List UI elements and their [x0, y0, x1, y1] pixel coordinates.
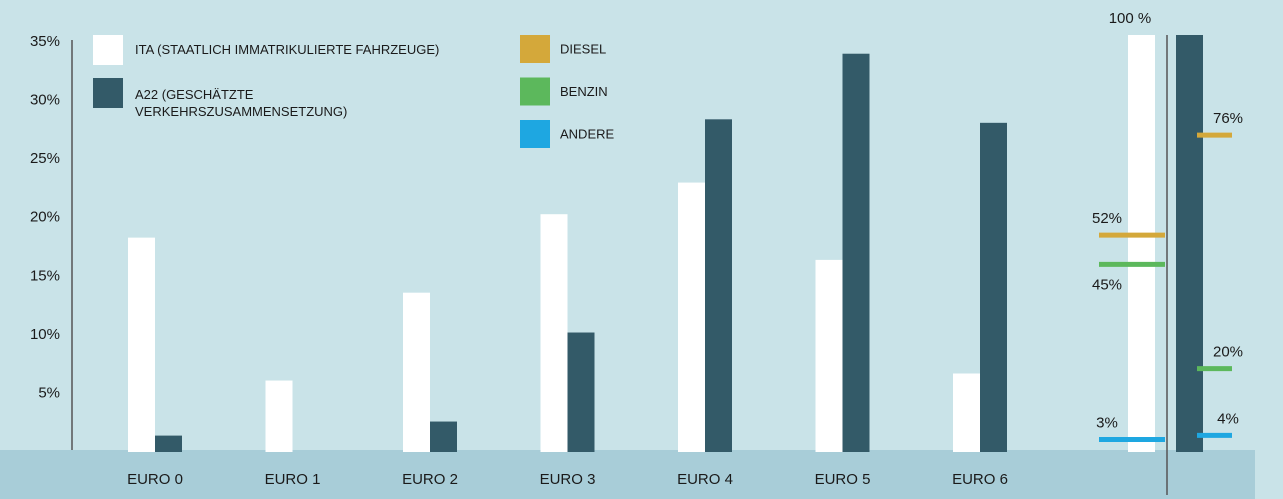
y-tick-label: 10% [30, 326, 60, 343]
fuel-label: 76% [1213, 110, 1243, 127]
y-tick-label: 20% [30, 209, 60, 226]
bar [128, 237, 155, 452]
y-tick-label: 5% [38, 384, 60, 401]
x-tick-label: EURO 1 [265, 471, 321, 488]
bar [155, 435, 182, 452]
legend-label: DIESEL [560, 41, 606, 56]
category-band [0, 450, 1255, 499]
fuel-label: 52% [1092, 210, 1122, 227]
legend-swatch [520, 77, 550, 106]
legend-label: A22 (GESCHÄTZTE VERKEHRSZUSAMMENSETZUNG) [135, 87, 348, 119]
legend-swatch [93, 35, 123, 65]
x-tick-label: EURO 3 [540, 471, 596, 488]
legend-swatch [520, 120, 550, 148]
x-tick-label: EURO 0 [127, 471, 183, 488]
bar [678, 182, 705, 453]
fuel-label: 45% [1092, 276, 1122, 293]
bar [953, 373, 980, 452]
x-tick-label: EURO 5 [815, 471, 871, 488]
bar [567, 332, 595, 452]
y-tick-label: 30% [30, 92, 60, 109]
bar [705, 119, 732, 453]
y-tick-label: 15% [30, 267, 60, 284]
bar [403, 292, 430, 452]
legend-swatch [520, 35, 550, 63]
bar [842, 53, 870, 452]
bar [430, 421, 457, 452]
bar [265, 380, 293, 452]
y-tick-label: 25% [30, 150, 60, 167]
x-tick-label: EURO 6 [952, 471, 1008, 488]
x-tick-label: EURO 4 [677, 471, 733, 488]
x-tick-label: EURO 2 [402, 471, 458, 488]
total-bar [1128, 35, 1155, 452]
total-label: 100 % [1109, 10, 1152, 27]
bar [540, 214, 568, 452]
legend-label-box: ITA (STAATLICH IMMATRIKULIERTE FAHRZEUGE… [135, 42, 440, 57]
fuel-label: 3% [1096, 414, 1118, 431]
legend-label: ITA (STAATLICH IMMATRIKULIERTE FAHRZEUGE… [135, 42, 440, 57]
fuel-label: 20% [1213, 344, 1243, 361]
legend-label: BENZIN [560, 84, 608, 99]
legend-label-box: A22 (GESCHÄTZTE VERKEHRSZUSAMMENSETZUNG) [135, 87, 348, 119]
total-bar [1176, 35, 1203, 452]
bar [815, 259, 843, 452]
y-tick-label: 35% [30, 33, 60, 50]
bar [980, 122, 1007, 452]
fuel-label: 4% [1217, 410, 1239, 427]
legend-swatch [93, 78, 123, 108]
legend-label: ANDERE [560, 126, 615, 141]
